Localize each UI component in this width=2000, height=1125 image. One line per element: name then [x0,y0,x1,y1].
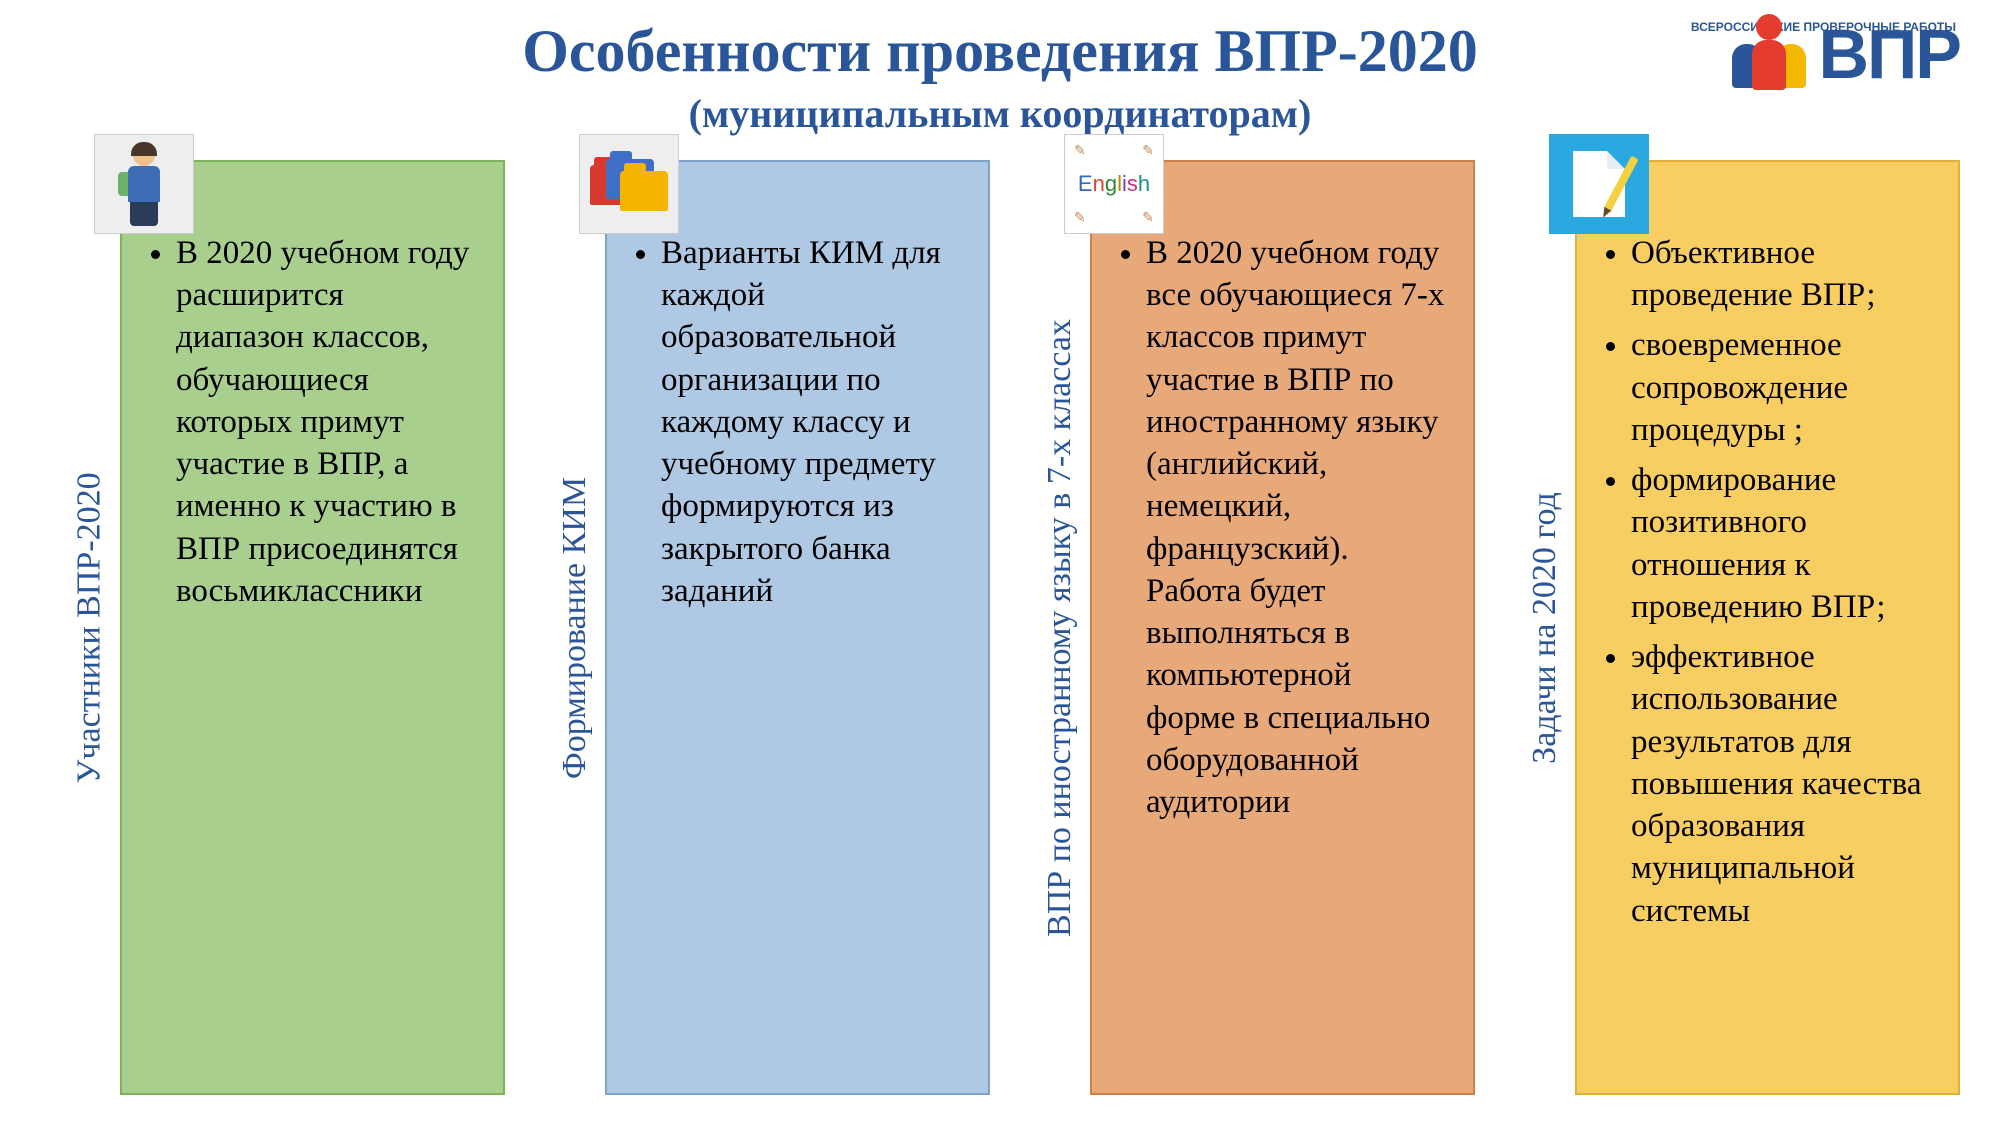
english-icon: ✎✎✎✎ English [1064,134,1164,234]
bullet: формирование позитивного отношения к про… [1631,459,1934,628]
column-label: ВПР по иностранному языку в 7-х классах [1041,319,1079,937]
card: В 2020 учебном году расширится диапазон … [120,160,505,1095]
card: Варианты КИМ для каждой образовательной … [605,160,990,1095]
column-kim: Формирование КИМ Варианты КИМ для каждой… [545,160,990,1095]
folders-icon [579,134,679,234]
card: ✎✎✎✎ English В 2020 учебном году все обу… [1090,160,1475,1095]
columns-container: Участники ВПР-2020 В 2020 учебном году р… [60,160,1960,1095]
column-foreign-lang: ВПР по иностранному языку в 7-х классах … [1030,160,1475,1095]
document-icon [1549,134,1649,234]
column-label: Формирование КИМ [556,476,594,778]
bullet: эффективное использование результатов дл… [1631,636,1934,932]
bullet: В 2020 учебном году расширится диапазон … [176,232,479,612]
bullet: Варианты КИМ для каждой образовательной … [661,232,964,612]
page-subtitle: (муниципальным координаторам) [0,90,2000,137]
column-tasks: Задачи на 2020 год Объективное проведени… [1515,160,1960,1095]
bullet: Объективное проведение ВПР; [1631,232,1934,316]
column-label: Задачи на 2020 год [1526,492,1564,764]
student-icon [94,134,194,234]
people-icon [1724,14,1814,94]
vpr-logo: ВСЕРОССИЙСКИЕ ПРОВЕРОЧНЫЕ РАБОТЫ ВПР [1724,14,1960,94]
column-label: Участники ВПР-2020 [71,472,109,783]
card: Объективное проведение ВПР; своевременно… [1575,160,1960,1095]
bullet: В 2020 учебном году все обучающиеся 7-х … [1146,232,1449,823]
bullet: своевременное сопровождение процедуры ; [1631,324,1934,451]
column-participants: Участники ВПР-2020 В 2020 учебном году р… [60,160,505,1095]
